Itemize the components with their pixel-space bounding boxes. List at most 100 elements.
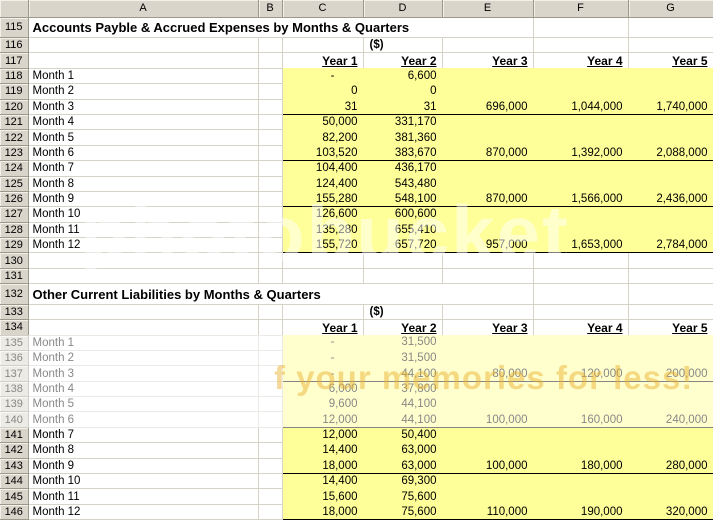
row-header-143[interactable]: 143 xyxy=(0,458,29,475)
cell-F135[interactable] xyxy=(533,335,629,351)
cell-F133[interactable] xyxy=(533,304,629,321)
row-header-126[interactable]: 126 xyxy=(0,191,29,208)
cell-F117[interactable]: Year 4 xyxy=(533,52,629,69)
cell-E135[interactable] xyxy=(442,335,534,351)
cell-F132[interactable] xyxy=(533,283,629,305)
cell-F140[interactable]: 160,000 xyxy=(533,411,629,428)
cell-E119[interactable] xyxy=(442,83,534,100)
cell-C133[interactable] xyxy=(282,304,364,321)
cell-C122[interactable]: 82,200 xyxy=(282,129,364,146)
row-header-115[interactable]: 115 xyxy=(0,17,29,38)
cell-F116[interactable] xyxy=(533,37,629,54)
cell-C139[interactable]: 9,600 xyxy=(282,396,364,413)
cell-D138[interactable]: 37,800 xyxy=(363,381,443,398)
cell-G138[interactable] xyxy=(628,381,713,398)
cell-G127[interactable] xyxy=(628,206,713,223)
cell-E141[interactable] xyxy=(442,427,534,444)
cell-A140[interactable]: Month 6 xyxy=(28,411,259,428)
cell-A127[interactable]: Month 10 xyxy=(28,206,259,223)
cell-A132[interactable]: Other Current Liabilities by Months & Qu… xyxy=(28,283,442,305)
cell-B137[interactable] xyxy=(258,365,283,382)
cell-C140[interactable]: 12,000 xyxy=(282,411,364,428)
cell-C127[interactable]: 126,600 xyxy=(282,206,364,223)
cell-D126[interactable]: 548,100 xyxy=(363,191,443,208)
cell-B131[interactable] xyxy=(258,268,283,285)
cell-E142[interactable] xyxy=(442,442,534,459)
row-header-123[interactable]: 123 xyxy=(0,145,29,162)
cell-B118[interactable] xyxy=(258,68,283,85)
cell-C134[interactable]: Year 1 xyxy=(282,319,364,336)
cell-E125[interactable] xyxy=(442,176,534,192)
cell-G126[interactable]: 2,436,000 xyxy=(628,191,713,208)
cell-F130[interactable] xyxy=(533,252,629,269)
cell-G119[interactable] xyxy=(628,83,713,100)
cell-A117[interactable] xyxy=(28,52,259,69)
row-header-138[interactable]: 138 xyxy=(0,381,29,398)
cell-A123[interactable]: Month 6 xyxy=(28,145,259,162)
cell-A138[interactable]: Month 4 xyxy=(28,381,259,398)
row-header-131[interactable]: 131 xyxy=(0,268,29,285)
row-header-141[interactable]: 141 xyxy=(0,427,29,444)
cell-E123[interactable]: 870,000 xyxy=(442,145,534,162)
row-header-129[interactable]: 129 xyxy=(0,237,29,254)
cell-F128[interactable] xyxy=(533,222,629,239)
cell-G129[interactable]: 2,784,000 xyxy=(628,237,713,254)
row-header-137[interactable]: 137 xyxy=(0,365,29,382)
cell-D123[interactable]: 383,670 xyxy=(363,145,443,162)
cell-E120[interactable]: 696,000 xyxy=(442,99,534,115)
cell-D131[interactable] xyxy=(363,268,443,285)
cell-G139[interactable] xyxy=(628,396,713,413)
cell-A131[interactable] xyxy=(28,268,259,285)
cell-B116[interactable] xyxy=(258,37,283,54)
cell-B142[interactable] xyxy=(258,442,283,459)
cell-E132[interactable] xyxy=(442,283,534,305)
cell-F122[interactable] xyxy=(533,129,629,146)
cell-E134[interactable]: Year 3 xyxy=(442,319,534,336)
cell-C145[interactable]: 15,600 xyxy=(282,488,364,505)
cell-D146[interactable]: 75,600 xyxy=(363,504,443,521)
cell-C123[interactable]: 103,520 xyxy=(282,145,364,162)
cell-B125[interactable] xyxy=(258,176,283,192)
cell-F146[interactable]: 190,000 xyxy=(533,504,629,521)
cell-F115[interactable] xyxy=(533,17,629,38)
row-header-140[interactable]: 140 xyxy=(0,411,29,428)
cell-D140[interactable]: 44,100 xyxy=(363,411,443,428)
cell-F119[interactable] xyxy=(533,83,629,100)
cell-B143[interactable] xyxy=(258,458,283,475)
cell-D124[interactable]: 436,170 xyxy=(363,160,443,177)
cell-A130[interactable] xyxy=(28,252,259,269)
row-header-132[interactable]: 132 xyxy=(0,283,29,305)
cell-C135[interactable]: - xyxy=(282,335,364,351)
cell-E137[interactable]: 80,000 xyxy=(442,365,534,382)
cell-F129[interactable]: 1,653,000 xyxy=(533,237,629,254)
cell-D130[interactable] xyxy=(363,252,443,269)
cell-A124[interactable]: Month 7 xyxy=(28,160,259,177)
cell-B145[interactable] xyxy=(258,488,283,505)
cell-E128[interactable] xyxy=(442,222,534,239)
cell-C137[interactable]: - xyxy=(282,365,364,382)
cell-A145[interactable]: Month 11 xyxy=(28,488,259,505)
cell-E129[interactable]: 957,000 xyxy=(442,237,534,254)
cell-G123[interactable]: 2,088,000 xyxy=(628,145,713,162)
column-header-B[interactable]: B xyxy=(258,0,283,18)
row-header-145[interactable]: 145 xyxy=(0,488,29,505)
cell-E131[interactable] xyxy=(442,268,534,285)
cell-D120[interactable]: 31 xyxy=(363,99,443,115)
cell-C144[interactable]: 14,400 xyxy=(282,473,364,490)
cell-G141[interactable] xyxy=(628,427,713,444)
cell-G143[interactable]: 280,000 xyxy=(628,458,713,475)
cell-G146[interactable]: 320,000 xyxy=(628,504,713,521)
row-header-135[interactable]: 135 xyxy=(0,335,29,351)
cell-D133[interactable]: ($) xyxy=(363,304,443,321)
cell-C121[interactable]: 50,000 xyxy=(282,114,364,131)
cell-A116[interactable] xyxy=(28,37,259,54)
cell-B127[interactable] xyxy=(258,206,283,223)
cell-B134[interactable] xyxy=(258,319,283,336)
column-header-E[interactable]: E xyxy=(442,0,534,18)
cell-E144[interactable] xyxy=(442,473,534,490)
cell-C125[interactable]: 124,400 xyxy=(282,176,364,192)
cell-B144[interactable] xyxy=(258,473,283,490)
cell-B130[interactable] xyxy=(258,252,283,269)
cell-G125[interactable] xyxy=(628,176,713,192)
cell-E138[interactable] xyxy=(442,381,534,398)
